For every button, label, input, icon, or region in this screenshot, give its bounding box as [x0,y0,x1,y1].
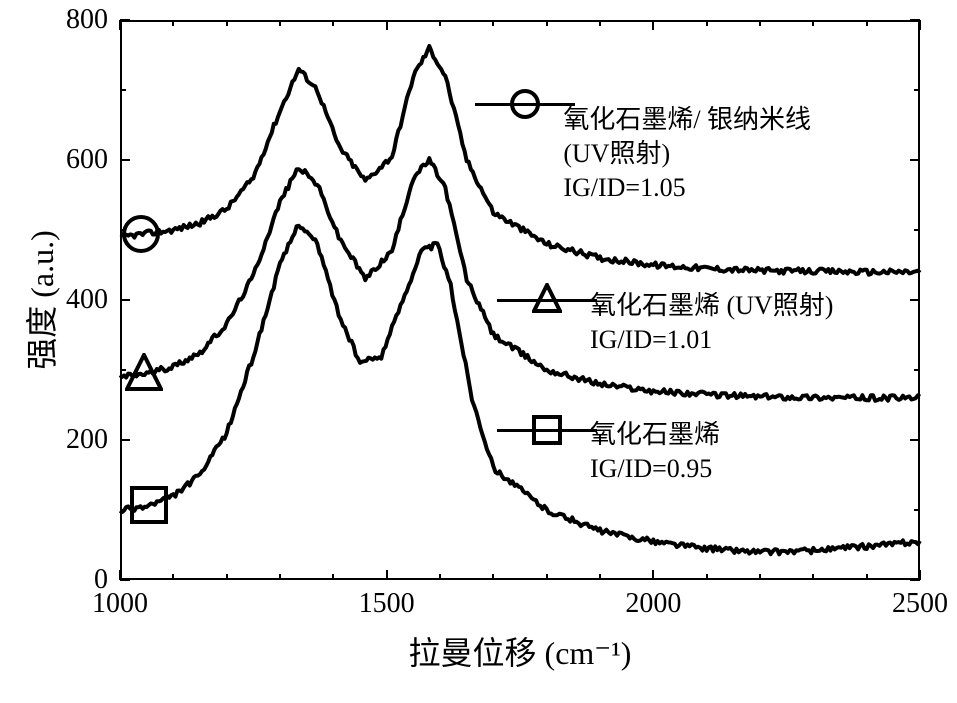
x-minor-tick [866,574,868,580]
y-tick-right [910,579,920,581]
x-minor-tick [599,574,601,580]
series-marker-go-uv [125,353,163,391]
x-minor-tick-top [866,20,868,26]
x-minor-tick-top [172,20,174,26]
y-tick [120,299,130,301]
series-marker-go [130,486,168,524]
legend-text-go-agnw-uv-1: (UV照射) [563,138,670,171]
y-tick-right [910,159,920,161]
x-minor-tick [546,574,548,580]
x-tick-top [386,20,388,30]
x-minor-tick-top [279,20,281,26]
legend-marker-go-uv [532,283,562,313]
x-tick-label: 2000 [625,588,681,620]
x-minor-tick [759,574,761,580]
x-minor-tick-top [439,20,441,26]
x-minor-tick-top [706,20,708,26]
x-minor-tick [172,574,174,580]
x-tick-label: 2500 [892,588,948,620]
x-tick [652,570,654,580]
series-go-agnw-uv [120,46,920,275]
x-tick-top [919,20,921,30]
y-tick-right [910,299,920,301]
y-tick [120,19,130,21]
x-minor-tick [279,574,281,580]
x-minor-tick-top [759,20,761,26]
x-tick-top [652,20,654,30]
x-minor-tick [492,574,494,580]
legend-marker-go [532,415,562,445]
x-minor-tick-top [226,20,228,26]
legend-text-go-agnw-uv-2: IG/ID=1.05 [563,172,685,205]
x-tick-top [119,20,121,30]
x-tick [386,570,388,580]
y-minor-tick-right [914,229,920,231]
x-minor-tick-top [492,20,494,26]
x-minor-tick [706,574,708,580]
x-minor-tick-top [546,20,548,26]
legend-text-go-agnw-uv-0: 氧化石墨烯/ 银纳米线 [563,104,811,137]
series-go [120,226,920,555]
y-tick-right [910,19,920,21]
y-tick-label: 0 [58,564,108,596]
y-tick [120,579,130,581]
y-tick [120,439,130,441]
y-minor-tick-right [914,369,920,371]
x-minor-tick-top [812,20,814,26]
x-tick-label: 1500 [359,588,415,620]
x-minor-tick-top [599,20,601,26]
y-tick-label: 800 [58,4,108,36]
y-tick-label: 200 [58,424,108,456]
x-minor-tick [439,574,441,580]
y-minor-tick-right [914,509,920,511]
y-tick-label: 600 [58,144,108,176]
legend-text-go-uv-0: 氧化石墨烯 (UV照射) [590,290,833,323]
legend-text-go-1: IG/ID=0.95 [590,453,712,486]
y-tick-right [910,439,920,441]
y-tick-label: 400 [58,284,108,316]
x-minor-tick [226,574,228,580]
y-tick [120,159,130,161]
y-minor-tick-right [914,89,920,91]
legend-text-go-0: 氧化石墨烯 [590,419,720,452]
x-minor-tick [812,574,814,580]
legend-text-go-uv-1: IG/ID=1.01 [590,324,712,357]
y-minor-tick [120,509,126,511]
y-minor-tick [120,89,126,91]
raman-chart: 拉曼位移 (cm⁻¹) 强度 (a.u.) 100015002000250002… [0,0,957,703]
x-minor-tick-top [332,20,334,26]
x-minor-tick [332,574,334,580]
